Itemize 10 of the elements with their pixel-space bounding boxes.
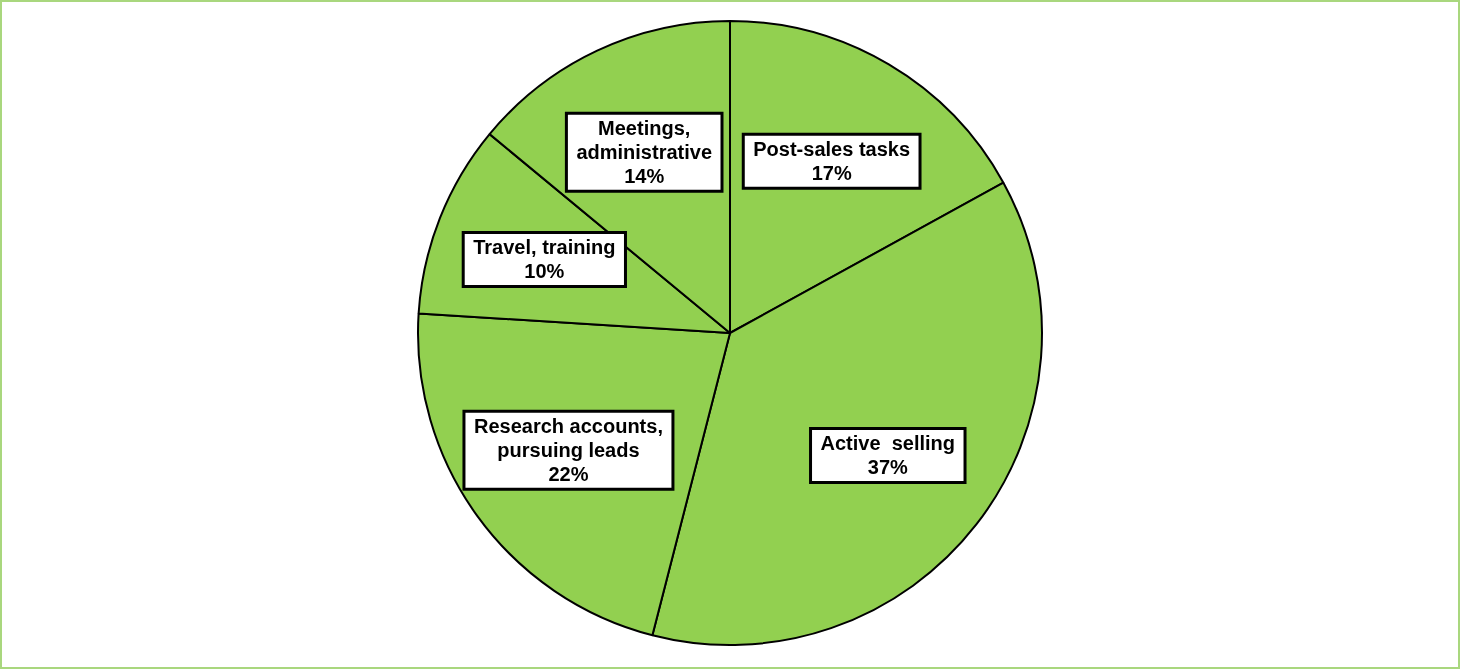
slice-label: Research accounts, pursuing leads <box>473 414 663 461</box>
data-label: 14% <box>624 164 665 187</box>
data-label: 37% <box>867 455 909 478</box>
data-label: 10% <box>524 260 565 283</box>
slice-label: Active selling <box>820 431 956 454</box>
data-label: 17% <box>811 161 852 184</box>
data-label: 22% <box>548 462 589 485</box>
slice-label: Post-sales tasks <box>753 137 911 160</box>
slice-label: Travel, training <box>473 236 616 259</box>
slice-label: Meetings, administrative <box>576 116 712 163</box>
